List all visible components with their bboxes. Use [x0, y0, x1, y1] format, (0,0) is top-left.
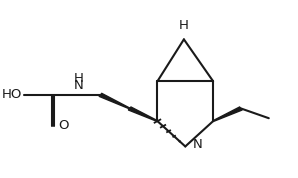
- Polygon shape: [128, 107, 158, 121]
- Text: HO: HO: [2, 88, 22, 101]
- Text: O: O: [58, 119, 68, 132]
- Text: H: H: [179, 19, 189, 32]
- Text: N: N: [193, 138, 203, 151]
- Polygon shape: [99, 93, 130, 109]
- Polygon shape: [213, 107, 242, 121]
- Text: N: N: [74, 79, 84, 92]
- Text: H: H: [74, 72, 84, 85]
